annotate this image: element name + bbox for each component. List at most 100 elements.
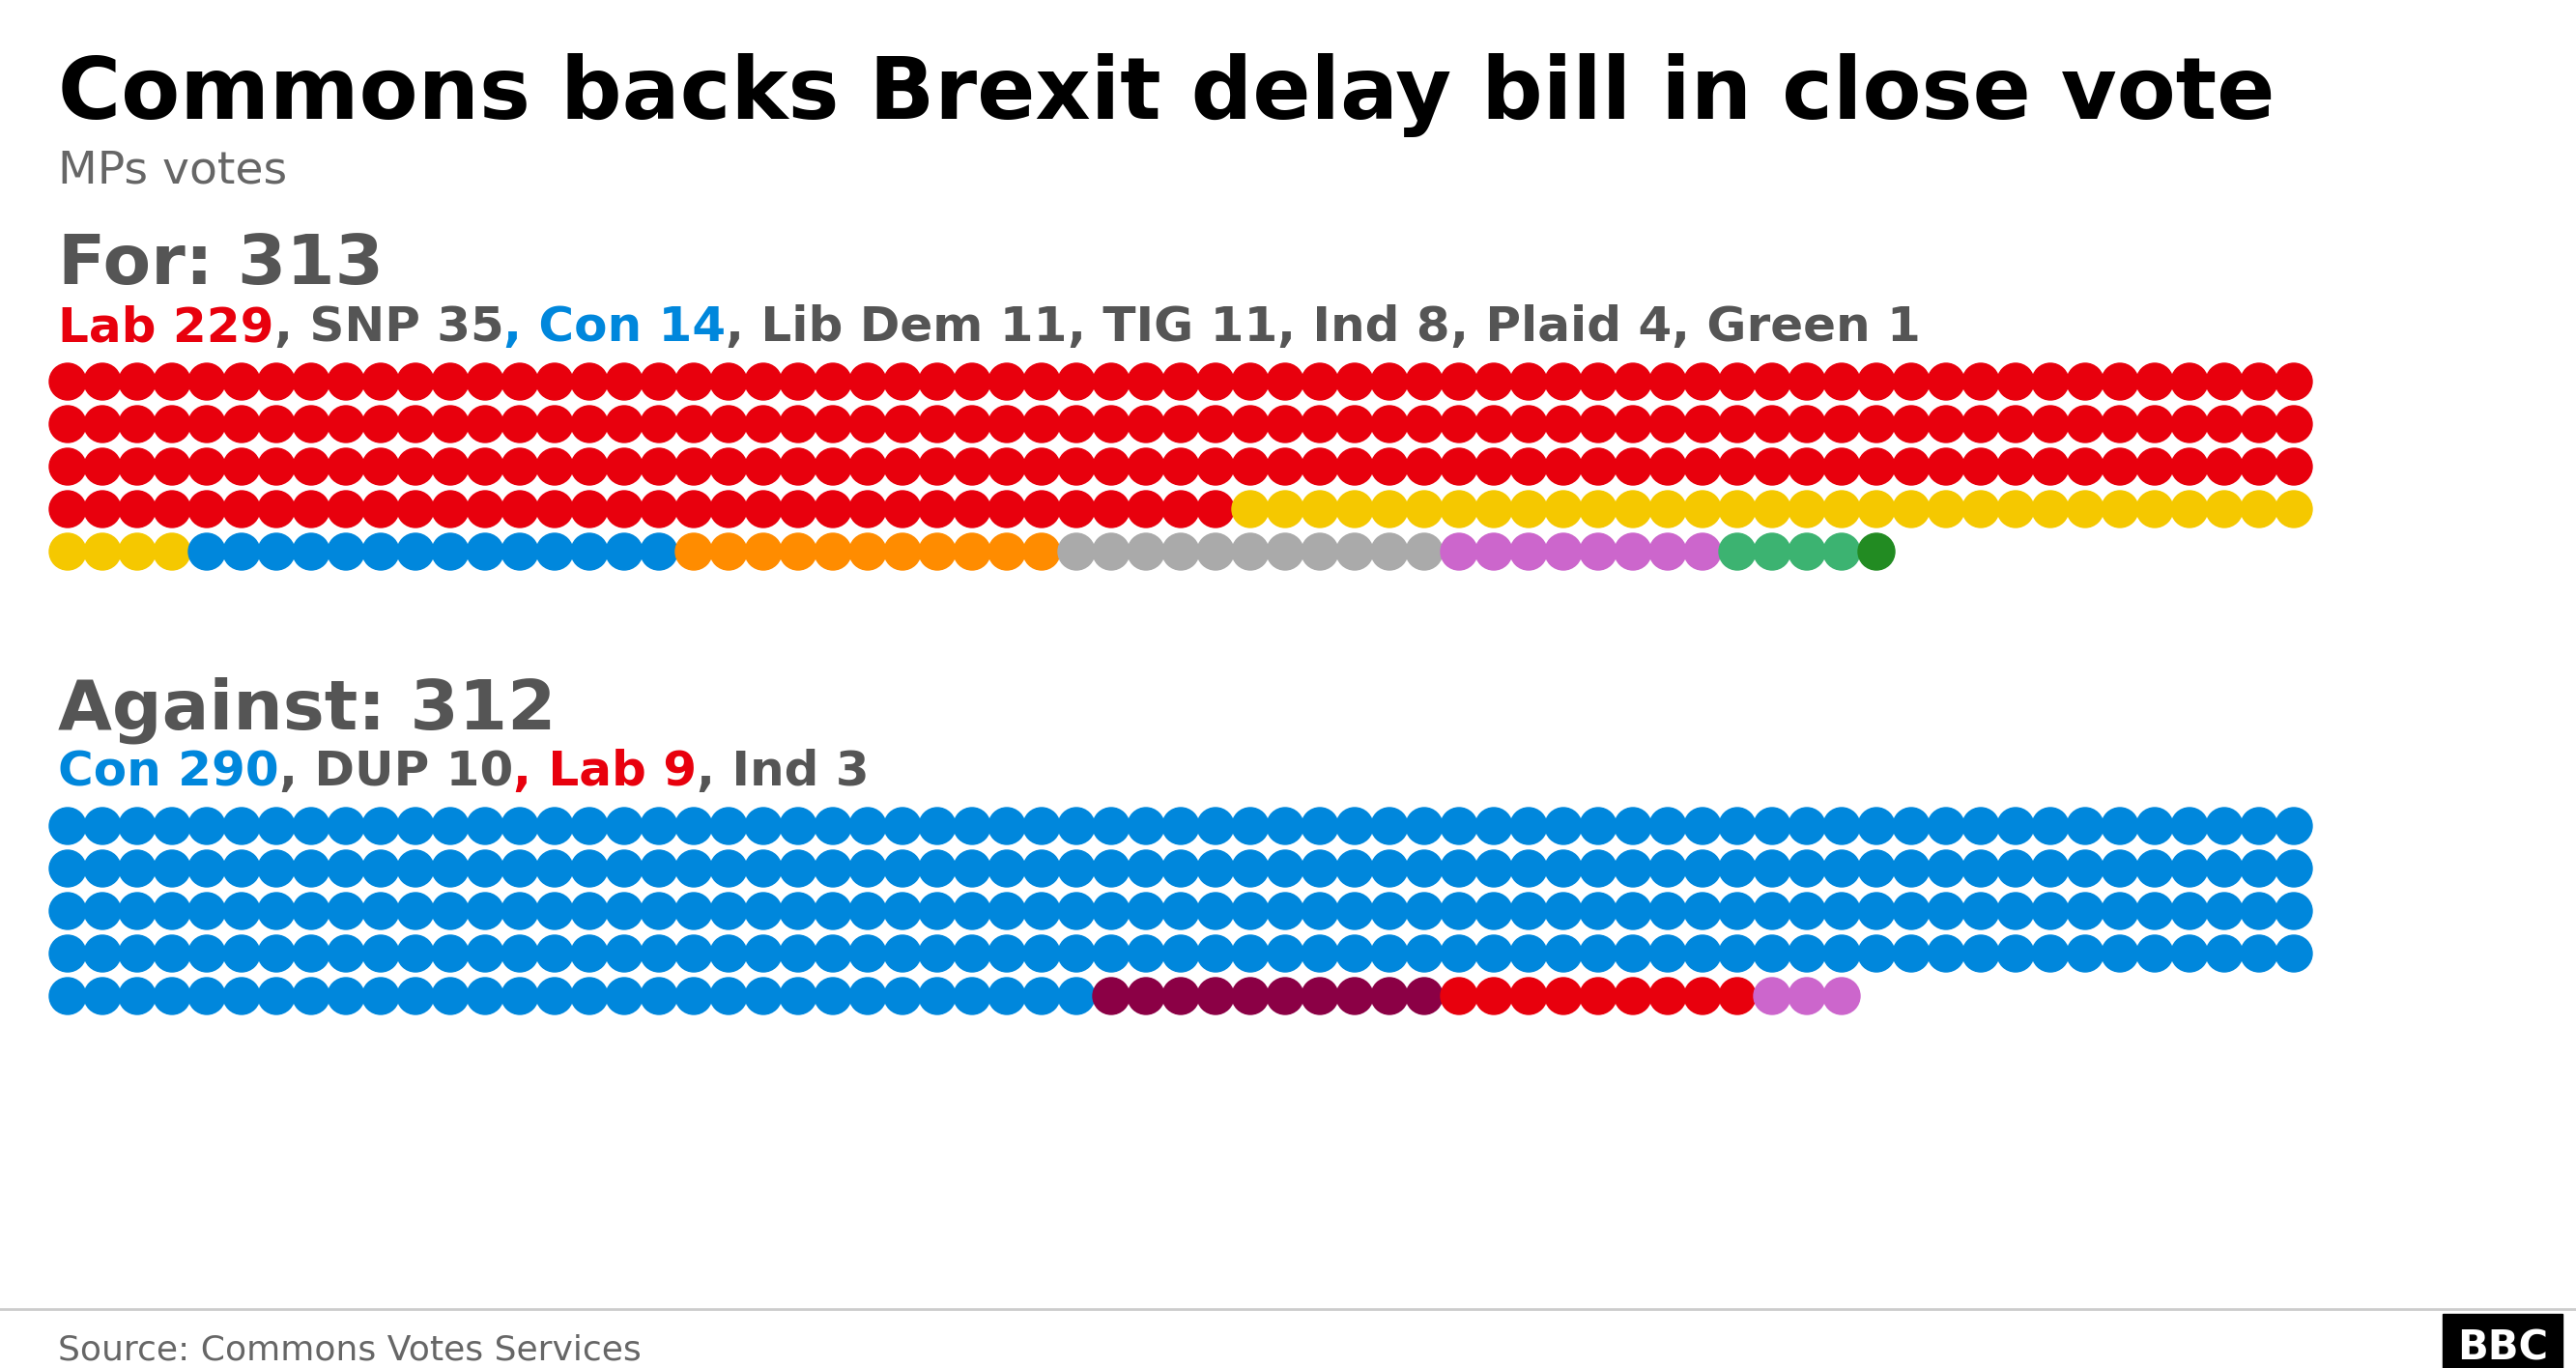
Circle shape: [1440, 936, 1479, 971]
Circle shape: [433, 534, 469, 570]
Circle shape: [675, 534, 711, 570]
Circle shape: [1510, 449, 1548, 486]
Circle shape: [920, 364, 956, 399]
Circle shape: [605, 807, 641, 844]
Circle shape: [989, 807, 1025, 844]
Circle shape: [1788, 534, 1826, 570]
Circle shape: [397, 936, 433, 971]
Circle shape: [711, 364, 747, 399]
Circle shape: [1476, 406, 1512, 442]
Circle shape: [1649, 449, 1687, 486]
Circle shape: [884, 850, 920, 886]
Circle shape: [1546, 807, 1582, 844]
Circle shape: [1476, 893, 1512, 929]
Circle shape: [1754, 364, 1790, 399]
Circle shape: [118, 850, 155, 886]
Circle shape: [953, 807, 989, 844]
Circle shape: [433, 936, 469, 971]
Circle shape: [1092, 807, 1128, 844]
Circle shape: [536, 491, 572, 528]
Circle shape: [188, 893, 224, 929]
Circle shape: [1301, 406, 1340, 442]
Circle shape: [1231, 893, 1267, 929]
Circle shape: [884, 491, 920, 528]
Circle shape: [1546, 893, 1582, 929]
Circle shape: [2032, 893, 2069, 929]
Circle shape: [641, 491, 677, 528]
Circle shape: [1370, 936, 1409, 971]
Circle shape: [1579, 978, 1618, 1015]
Circle shape: [1231, 406, 1267, 442]
Circle shape: [1059, 807, 1095, 844]
Circle shape: [1579, 449, 1618, 486]
Circle shape: [1510, 807, 1548, 844]
Circle shape: [1128, 406, 1164, 442]
Circle shape: [711, 978, 747, 1015]
Circle shape: [884, 406, 920, 442]
Circle shape: [258, 364, 294, 399]
Circle shape: [1440, 449, 1479, 486]
Circle shape: [1685, 534, 1721, 570]
Circle shape: [188, 978, 224, 1015]
Circle shape: [675, 449, 711, 486]
Circle shape: [1579, 893, 1618, 929]
Circle shape: [1788, 364, 1826, 399]
Circle shape: [1162, 893, 1198, 929]
Circle shape: [502, 850, 538, 886]
Circle shape: [1718, 364, 1757, 399]
Circle shape: [1370, 807, 1409, 844]
Circle shape: [1718, 893, 1757, 929]
Circle shape: [1754, 807, 1790, 844]
Circle shape: [258, 534, 294, 570]
Circle shape: [920, 406, 956, 442]
Circle shape: [2172, 850, 2208, 886]
Circle shape: [2136, 893, 2174, 929]
Circle shape: [294, 936, 330, 971]
Circle shape: [675, 491, 711, 528]
Circle shape: [1996, 807, 2035, 844]
Circle shape: [85, 534, 121, 570]
Circle shape: [572, 850, 608, 886]
Circle shape: [675, 978, 711, 1015]
Circle shape: [1406, 406, 1443, 442]
Circle shape: [781, 534, 817, 570]
Circle shape: [1337, 807, 1373, 844]
Circle shape: [224, 364, 260, 399]
Circle shape: [224, 807, 260, 844]
Circle shape: [258, 406, 294, 442]
Circle shape: [1788, 850, 1826, 886]
Circle shape: [605, 978, 641, 1015]
Circle shape: [397, 534, 433, 570]
Circle shape: [1685, 936, 1721, 971]
Circle shape: [2205, 850, 2244, 886]
Circle shape: [433, 893, 469, 929]
Circle shape: [1476, 491, 1512, 528]
Circle shape: [1718, 936, 1757, 971]
Circle shape: [1615, 534, 1651, 570]
Circle shape: [744, 978, 781, 1015]
Circle shape: [118, 449, 155, 486]
Circle shape: [1267, 807, 1303, 844]
Circle shape: [1162, 534, 1198, 570]
Circle shape: [814, 978, 850, 1015]
Circle shape: [1963, 893, 1999, 929]
Circle shape: [1059, 364, 1095, 399]
Circle shape: [155, 534, 191, 570]
Circle shape: [1927, 364, 1965, 399]
Circle shape: [224, 534, 260, 570]
Text: , TIG 11: , TIG 11: [1066, 304, 1278, 350]
Circle shape: [1406, 449, 1443, 486]
Circle shape: [572, 406, 608, 442]
Circle shape: [1092, 534, 1128, 570]
Circle shape: [1649, 850, 1687, 886]
Text: , Ind 3: , Ind 3: [696, 748, 868, 795]
Circle shape: [1754, 936, 1790, 971]
Circle shape: [1059, 534, 1095, 570]
Circle shape: [641, 364, 677, 399]
Circle shape: [1267, 406, 1303, 442]
Circle shape: [1370, 534, 1409, 570]
Circle shape: [1824, 936, 1860, 971]
Circle shape: [327, 534, 363, 570]
Circle shape: [1857, 893, 1896, 929]
Circle shape: [641, 449, 677, 486]
